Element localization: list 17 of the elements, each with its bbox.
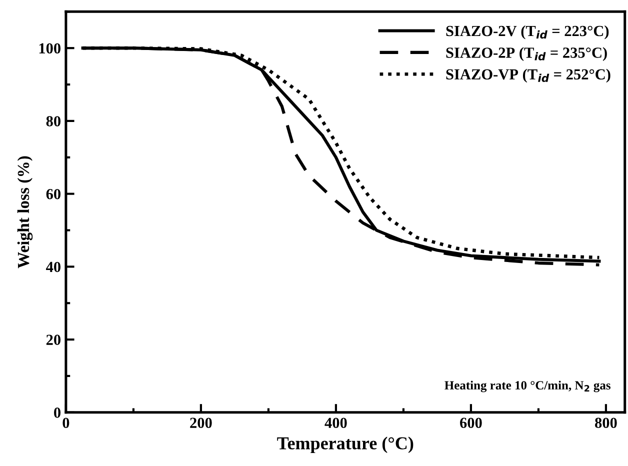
legend-label: SIAZO-VP (T$_{id}$ = 252°C) bbox=[446, 68, 610, 83]
x-axis-title: Temperature (°C) bbox=[277, 436, 414, 454]
x-tick-label: 800 bbox=[595, 418, 617, 428]
x-tick-label: 400 bbox=[324, 418, 347, 428]
y-tick-label: 60 bbox=[46, 188, 60, 200]
legend-label: SIAZO-2P (T$_{id}$ = 235°C) bbox=[446, 47, 607, 61]
y-axis-title: Weight loss (%) bbox=[17, 156, 33, 268]
x-tick-label: 0 bbox=[62, 418, 70, 428]
y-tick-label: 100 bbox=[39, 43, 60, 54]
x-tick-label: 200 bbox=[190, 418, 212, 428]
annotation: Heating rate 10 °C/min, N$_{2}$ gas bbox=[444, 380, 610, 392]
legend-label: SIAZO-2V (T$_{id}$ = 223°C) bbox=[446, 25, 609, 40]
x-tick-label: 600 bbox=[460, 418, 482, 428]
y-tick-label: 0 bbox=[54, 408, 60, 418]
y-tick-label: 80 bbox=[46, 116, 60, 126]
y-tick-label: 40 bbox=[46, 262, 60, 272]
y-tick-label: 20 bbox=[46, 334, 60, 345]
